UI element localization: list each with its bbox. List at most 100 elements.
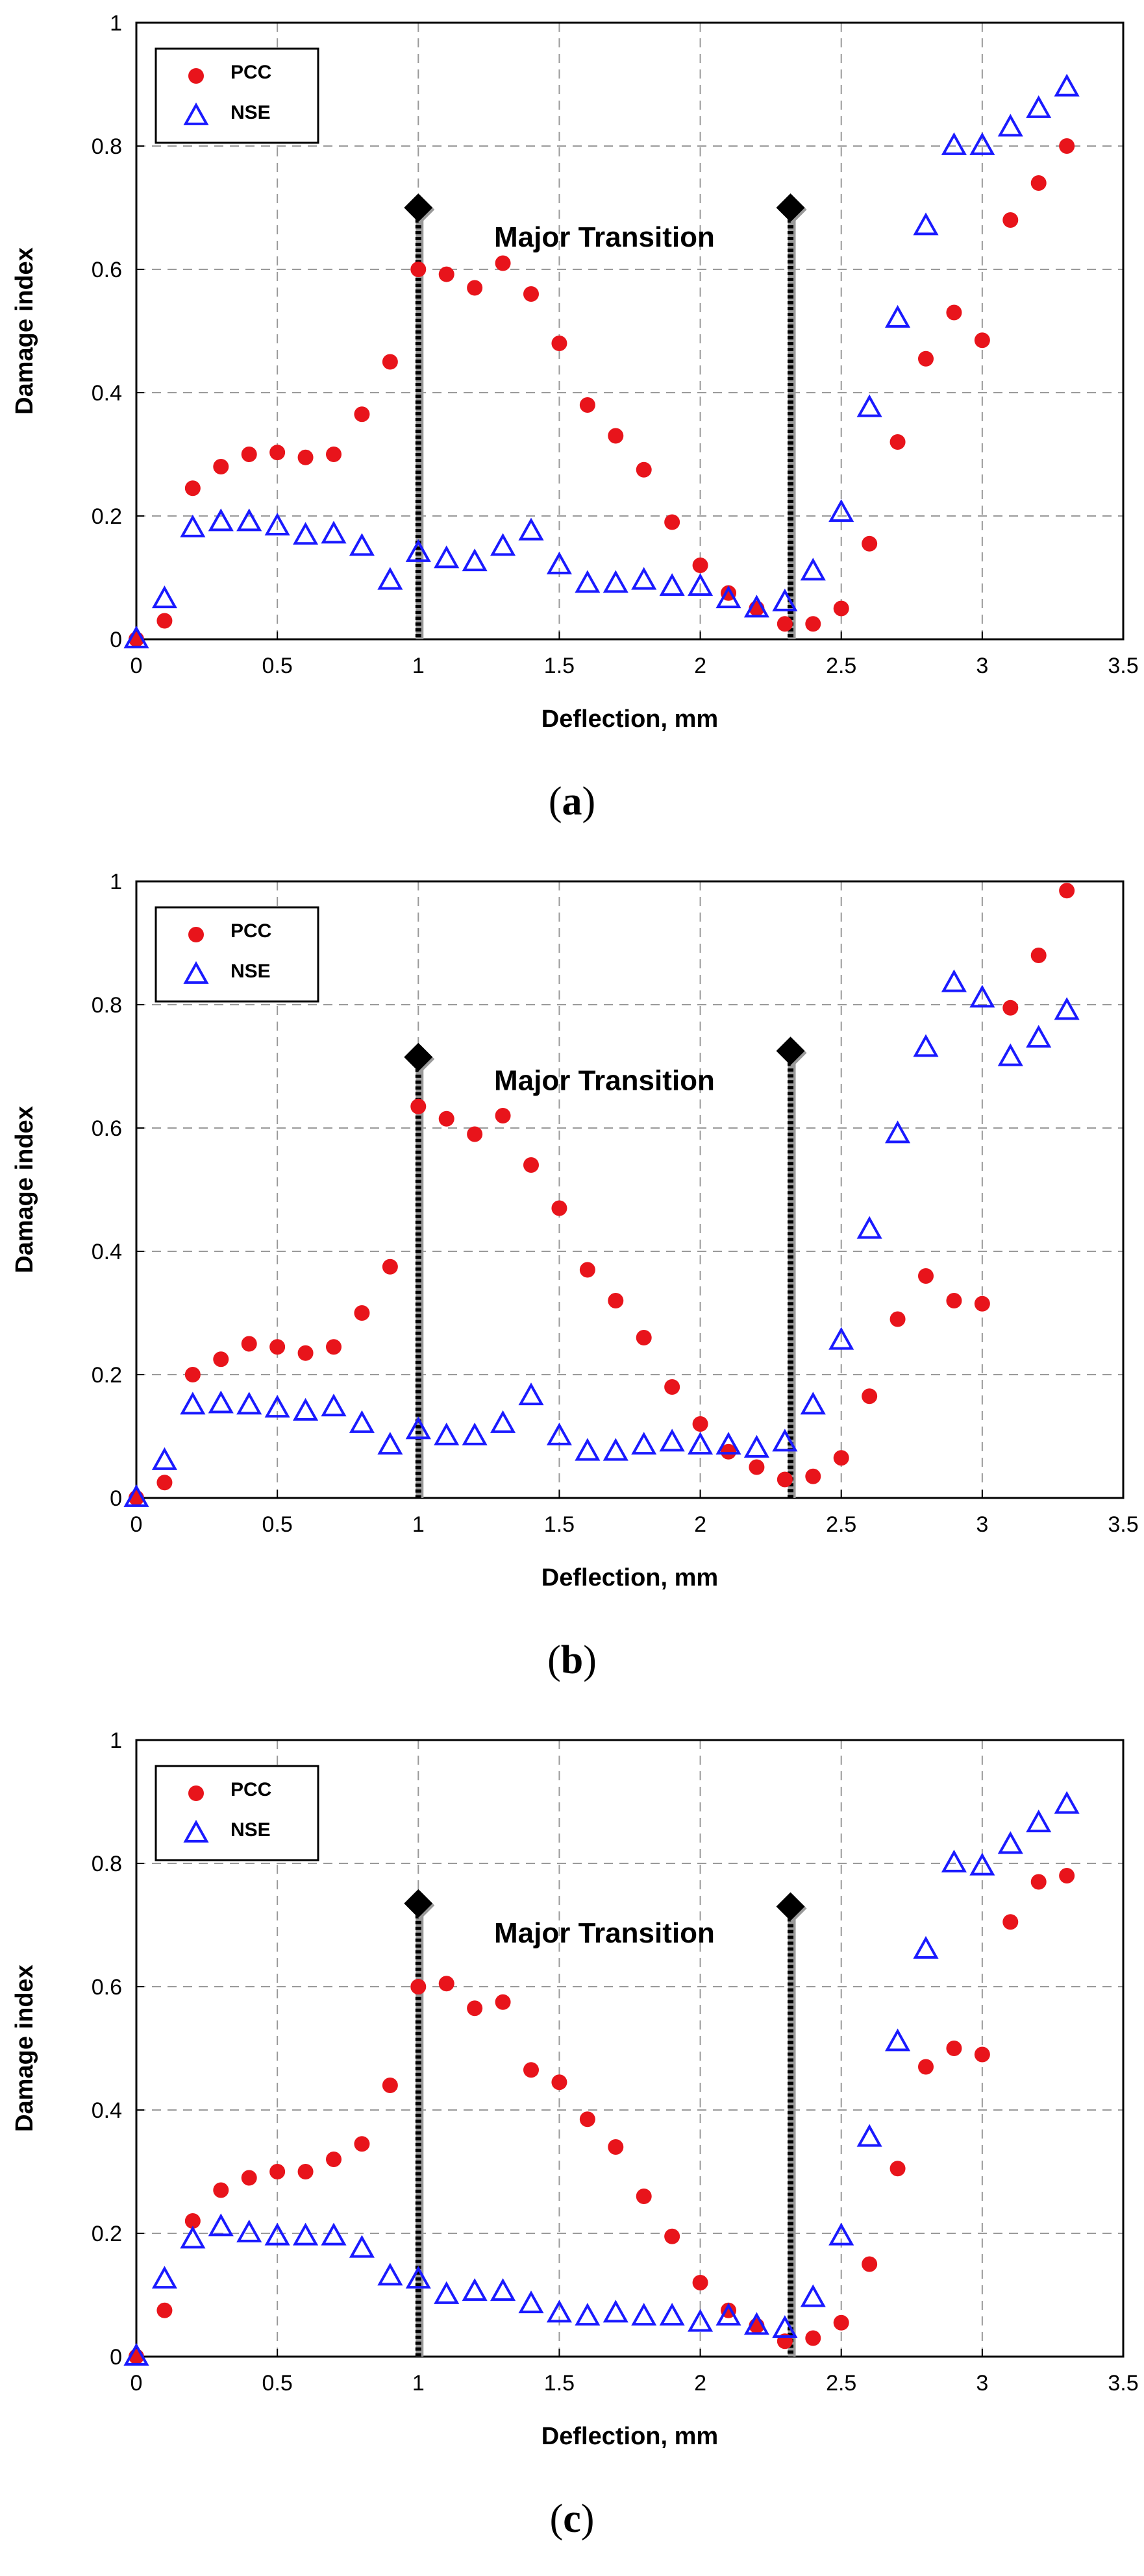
point-nse <box>405 1416 431 1440</box>
caption-open-b: ( <box>547 1638 561 1682</box>
y-tick-label: 0 <box>110 628 122 652</box>
point-pcc <box>213 1351 229 1368</box>
point-nse <box>518 2290 544 2314</box>
point-pcc <box>862 535 878 552</box>
point-nse <box>264 1395 290 1418</box>
x-tick-label: 0 <box>131 2371 143 2396</box>
annotation-major-transition: Major Transition <box>494 1064 715 1096</box>
y-tick-label: 0.8 <box>92 1852 122 1876</box>
point-pcc <box>241 447 257 462</box>
point-pcc <box>579 2111 595 2128</box>
point-pcc <box>918 2059 934 2075</box>
x-tick-label: 1.5 <box>544 654 575 678</box>
point-nse <box>1026 1025 1052 1048</box>
point-nse <box>434 2281 460 2304</box>
point-pcc <box>382 2078 398 2093</box>
point-pcc <box>156 2302 173 2318</box>
point-nse <box>490 2278 516 2301</box>
point-pcc <box>297 2164 314 2179</box>
legend-label-pcc: PCC <box>230 920 271 942</box>
point-nse <box>321 2222 347 2246</box>
point-pcc <box>410 1098 427 1114</box>
point-pcc <box>805 1468 821 1484</box>
point-pcc <box>241 2170 257 2186</box>
point-pcc <box>692 558 708 573</box>
point-pcc <box>184 1367 201 1382</box>
caption-letter-b: b <box>560 1638 584 1682</box>
point-nse <box>1026 95 1052 118</box>
point-pcc <box>749 1459 765 1475</box>
legend-box <box>155 47 319 144</box>
point-pcc <box>579 397 595 413</box>
legend-marker-nse <box>183 102 209 125</box>
transition-diamond <box>404 1889 433 1918</box>
point-nse <box>659 573 685 596</box>
series-nse <box>123 1791 1080 2366</box>
x-tick-label: 3 <box>976 654 988 678</box>
point-nse <box>828 2222 854 2246</box>
x-axis-label: Deflection, mm <box>541 1564 718 1591</box>
y-axis-label: Damage index <box>11 247 38 415</box>
legend-marker-pcc <box>188 927 204 942</box>
point-nse <box>180 1392 206 1415</box>
legend-marker-pcc <box>188 68 204 84</box>
point-nse <box>293 522 319 545</box>
y-axis-label: Damage index <box>11 1965 38 2132</box>
point-pcc <box>382 354 398 370</box>
point-pcc <box>636 2189 652 2204</box>
point-pcc <box>889 2161 906 2177</box>
point-pcc <box>664 2228 680 2244</box>
legend: PCC NSE <box>155 47 319 144</box>
transition-diamond <box>404 1042 433 1072</box>
point-nse <box>772 2315 798 2338</box>
transition-diamond <box>776 193 805 222</box>
point-pcc <box>692 1416 708 1432</box>
point-nse <box>969 132 995 155</box>
point-nse <box>885 1120 911 1144</box>
point-pcc <box>1030 948 1047 963</box>
point-nse <box>743 595 769 618</box>
point-pcc <box>523 1157 539 1173</box>
y-tick-label: 0 <box>110 2345 122 2370</box>
point-nse <box>969 1852 995 1876</box>
x-tick-label: 3 <box>976 1512 988 1537</box>
y-tick-label: 1 <box>110 870 122 894</box>
point-nse <box>800 2284 826 2307</box>
point-pcc <box>833 1450 849 1466</box>
point-pcc <box>636 1330 652 1345</box>
point-nse <box>151 585 177 609</box>
point-nse <box>997 1043 1023 1066</box>
point-nse <box>659 1429 685 1452</box>
point-pcc <box>1059 883 1075 899</box>
series-pcc <box>129 883 1075 1506</box>
x-tick-label: 2 <box>694 1512 706 1537</box>
legend-label-nse: NSE <box>230 102 271 123</box>
x-tick-label: 3.5 <box>1108 2371 1138 2396</box>
point-nse <box>603 2300 628 2323</box>
point-pcc <box>438 1976 454 1992</box>
legend-marker-pcc <box>188 1785 204 1801</box>
scatter-chart-a: 0 0.5 1 1.5 2 2.5 3 3.5 0 0.2 0.4 0.6 0.8 1 Deflection… <box>11 11 1139 733</box>
caption-close-a: ) <box>582 779 596 824</box>
plot-frame <box>135 880 1125 1499</box>
point-nse <box>293 1397 319 1421</box>
point-pcc <box>889 434 906 450</box>
point-nse <box>123 2342 149 2366</box>
point-pcc <box>579 1262 595 1278</box>
point-nse <box>462 548 488 572</box>
point-nse <box>1054 1791 1080 1814</box>
point-pcc <box>946 2041 962 2056</box>
point-pcc <box>1059 1868 1075 1883</box>
point-nse <box>856 394 882 417</box>
point-pcc <box>974 1295 990 1312</box>
y-tick-label: 0.6 <box>92 1975 122 2000</box>
panel-caption-a: (a) <box>0 779 1144 825</box>
point-pcc <box>495 1108 511 1123</box>
point-nse <box>546 1422 572 1445</box>
point-nse <box>997 1831 1023 1854</box>
point-nse <box>603 1438 628 1461</box>
point-pcc <box>297 1345 314 1361</box>
point-nse <box>688 573 714 596</box>
legend: PCC NSE <box>155 906 319 1003</box>
point-nse <box>659 2303 685 2326</box>
